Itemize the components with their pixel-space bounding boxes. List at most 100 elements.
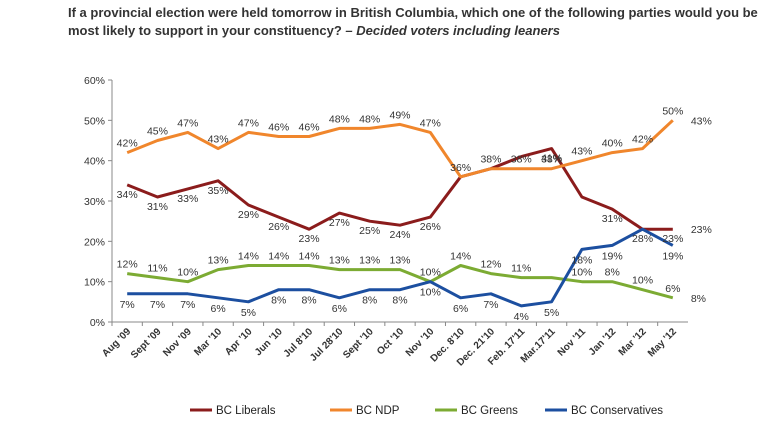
data-label: 48%: [359, 113, 380, 125]
data-label: 31%: [602, 213, 623, 225]
data-label: 24%: [389, 229, 410, 241]
y-tick-label: 50%: [84, 115, 105, 127]
y-tick-label: 0%: [90, 317, 105, 329]
x-tick-label: Sept '09: [129, 326, 164, 361]
series-line-bc-liberals: [126, 147, 673, 231]
data-label: 19%: [662, 250, 683, 262]
legend-label: BC NDP: [356, 405, 400, 417]
data-label: 38%: [480, 154, 501, 166]
x-tick-label: Nov '09: [161, 326, 194, 359]
data-label: 33%: [177, 193, 198, 205]
data-label: 10%: [420, 267, 441, 279]
x-tick-label: Aug '09: [100, 326, 133, 359]
data-label: 6%: [211, 303, 226, 315]
data-label: 50%: [662, 105, 683, 117]
legend-label: BC Greens: [461, 405, 518, 417]
data-label: 8%: [362, 295, 377, 307]
data-label: 10%: [420, 287, 441, 299]
data-label: 28%: [632, 233, 653, 245]
data-label: 31%: [147, 201, 168, 213]
data-label: 40%: [602, 138, 623, 150]
data-label: 7%: [180, 299, 195, 311]
data-label: 10%: [571, 267, 592, 279]
data-label: 11%: [511, 263, 531, 275]
data-label: 42%: [117, 138, 138, 150]
chart-axes: 0% 10% 20% 30% 40% 50% 60%: [84, 75, 688, 329]
data-label: 18%: [571, 254, 592, 266]
y-tick-label: 60%: [84, 75, 105, 87]
data-label-end: 8%: [691, 293, 706, 305]
chart-title: If a provincial election were held tomor…: [68, 4, 768, 40]
y-tick-label: 30%: [84, 196, 105, 208]
question-subtitle: – Decided voters including leaners: [345, 23, 560, 38]
data-label: 12%: [117, 259, 138, 271]
data-label: 12%: [480, 259, 501, 271]
data-label: 10%: [177, 267, 198, 279]
data-label: 4%: [514, 311, 529, 323]
data-label: 27%: [329, 217, 350, 229]
data-label: 48%: [329, 113, 350, 125]
data-label: 47%: [420, 117, 441, 129]
data-label: 7%: [120, 299, 135, 311]
question-text: If a provincial election were held tomor…: [68, 5, 758, 38]
data-label: 7%: [150, 299, 165, 311]
data-label: 13%: [208, 255, 229, 267]
data-label: 8%: [301, 295, 316, 307]
data-label: 26%: [268, 221, 289, 233]
data-label: 47%: [238, 117, 259, 129]
data-label: 47%: [177, 117, 198, 129]
data-label: 25%: [359, 225, 380, 237]
data-label: 11%: [147, 263, 167, 275]
x-tick-label: Jan '12: [587, 326, 619, 358]
data-label: 13%: [389, 255, 410, 267]
y-tick-label: 10%: [84, 277, 105, 289]
data-label: 13%: [329, 255, 350, 267]
data-label: 6%: [453, 303, 468, 315]
data-label: 42%: [632, 134, 653, 146]
legend-label: BC Conservatives: [571, 405, 663, 417]
data-label: 8%: [605, 267, 620, 279]
y-tick-label: 20%: [84, 236, 105, 248]
x-tick-label: Mar '12: [617, 326, 649, 358]
x-tick-label: Apr '10: [223, 326, 255, 358]
data-label: 14%: [450, 251, 471, 263]
data-label: 49%: [389, 109, 410, 121]
data-label: 7%: [483, 299, 498, 311]
data-label: 13%: [359, 255, 380, 267]
data-label: 29%: [238, 209, 259, 221]
x-tick-label: May '12: [646, 326, 679, 359]
y-tick-label: 40%: [84, 156, 105, 168]
data-label: 14%: [238, 251, 259, 263]
x-tick-label: Nov '11: [556, 326, 589, 359]
x-tick-label: Jun '10: [253, 326, 285, 358]
data-label: 19%: [602, 250, 623, 262]
data-label: 46%: [299, 121, 320, 133]
data-labels: 34% 31% 33% 35% 29% 26% 23% 27% 25% 24% 26% 41% 31% 2…: [117, 105, 712, 323]
data-label: 43%: [571, 146, 592, 158]
x-tick-label: Oct '10: [375, 326, 406, 357]
data-label: 14%: [299, 251, 320, 263]
data-label: 45%: [147, 126, 168, 138]
series-line-bc-greens: [127, 264, 674, 300]
data-label: 26%: [420, 221, 441, 233]
data-label: 35%: [208, 185, 229, 197]
data-label: 8%: [392, 295, 407, 307]
data-label: 23%: [662, 233, 683, 245]
data-label: 6%: [665, 283, 680, 295]
data-label: 23%: [299, 233, 320, 245]
x-tick-label: Sept '10: [341, 326, 376, 361]
data-label: 43%: [208, 134, 229, 146]
legend-label: BC Liberals: [216, 405, 276, 417]
chart-legend: BC Liberals BC NDP BC Greens BC Conservativ…: [190, 405, 663, 417]
series-line-bc-conservatives: [127, 227, 674, 308]
data-label: 8%: [271, 295, 286, 307]
data-label: 6%: [332, 303, 347, 315]
data-label: 5%: [241, 307, 256, 319]
data-label-end: 43%: [691, 115, 712, 127]
x-tick-label: Mar '10: [192, 326, 224, 358]
data-label: 36%: [450, 162, 471, 174]
data-label: 5%: [544, 307, 559, 319]
data-label: 38%: [511, 154, 532, 166]
data-label: 34%: [117, 189, 138, 201]
